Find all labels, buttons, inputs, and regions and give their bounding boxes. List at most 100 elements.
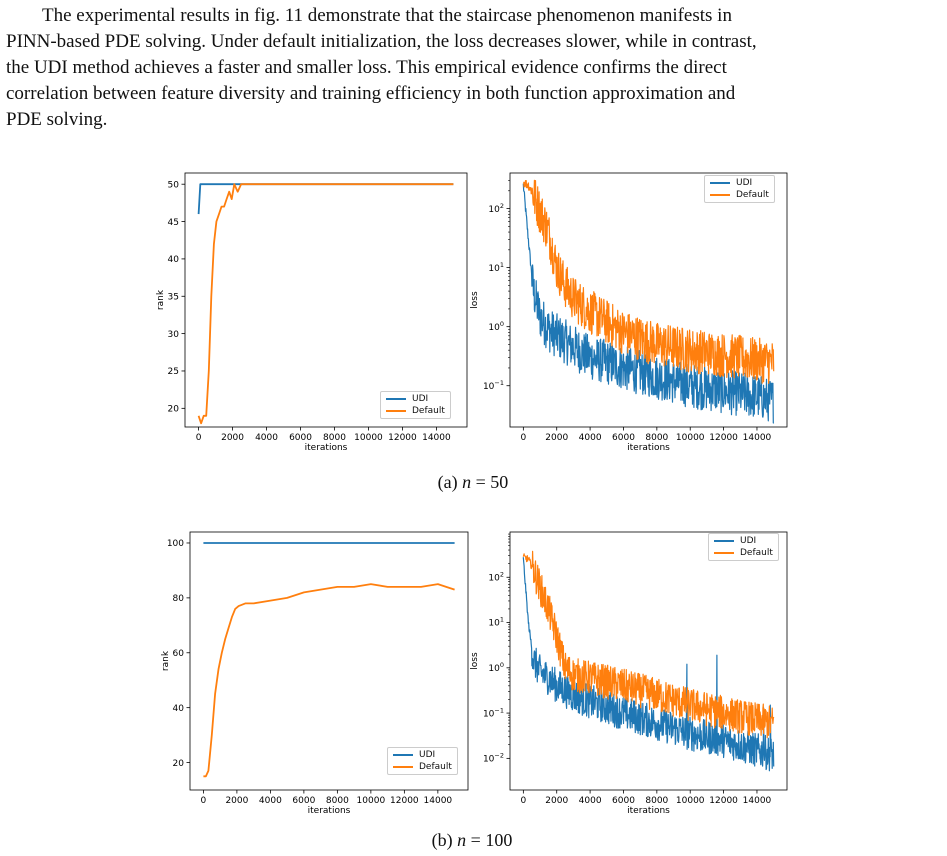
x-tick-label: 10000 [676,433,705,443]
y-tick-label: 101 [488,261,504,274]
legend-swatch-udi [393,754,413,756]
x-tick-label: 8000 [645,796,668,806]
x-tick-label: 4000 [259,796,282,806]
x-tick-label: 14000 [424,796,453,806]
x-tick-label: 12000 [390,796,419,806]
legend-label-udi: UDI [412,394,429,404]
legend-label-udi: UDI [740,536,757,546]
chart-svg: 0 2000 4000 6000 8000 10000 12000 14000 iteratio… [470,531,788,816]
y-tick-label: 40 [173,704,185,714]
x-axis-label: iterations [627,806,670,816]
y-tick-label: 80 [173,594,185,604]
y-tick-label: 10−2 [483,752,504,765]
y-tick-label: 25 [168,367,179,377]
x-tick-label: 8000 [326,796,349,806]
y-axis-label: loss [470,652,480,670]
caption-a: (a) n = 50 [323,472,623,493]
plot-frame [509,172,788,428]
y-tick-label: 50 [168,180,180,190]
caption-prefix: (a) [437,472,463,492]
loss-plot-n50: 0 2000 4000 6000 8000 10000 12000 14000 iteratio… [465,165,790,457]
x-tick-label: 6000 [612,796,635,806]
y-tick-label: 100 [488,661,504,674]
legend-swatch-default [393,766,413,768]
y-tick-label: 100 [167,539,184,549]
plot-frame [189,531,469,791]
x-axis-label: iterations [305,443,348,453]
x-axis-label: iterations [627,443,670,453]
chart-svg: 0 2000 4000 6000 8000 10000 12000 14000 iteratio… [161,531,469,816]
x-tick-label: 6000 [612,433,635,443]
legend-label-udi: UDI [419,750,436,760]
plot-frame [184,172,468,428]
caption-variable: n [457,830,467,850]
x-axis-label: iterations [308,806,351,816]
x-tick-label: 2000 [545,796,568,806]
x-tick-label: 12000 [388,433,417,443]
legend-swatch-udi [386,398,406,400]
legend-swatch-default [714,552,734,554]
legend-label-default: Default [412,406,445,416]
series-line-udi [522,183,775,424]
x-tick-label: 4000 [579,433,602,443]
y-tick-label: 100 [488,320,504,333]
y-tick-label: 60 [173,649,185,659]
x-tick-label: 0 [196,433,202,443]
x-tick-label: 10000 [354,433,383,443]
chart-svg: 0 2000 4000 6000 8000 10000 12000 14000 iteratio… [470,172,788,453]
x-tick-label: 10000 [676,796,705,806]
series-line-default [522,550,775,739]
legend: UDI Default [380,391,451,419]
paragraph-line: PINN-based PDE solving. Under default in… [6,31,757,52]
x-tick-label: 12000 [709,433,738,443]
y-axis-label: rank [156,289,166,310]
series-line-default [197,183,454,425]
rank-plot-n100: 0 2000 4000 6000 8000 10000 12000 14000 iteratio… [140,525,470,820]
x-tick-label: 8000 [323,433,346,443]
paragraph-line: the UDI method achieves a faster and sma… [6,57,727,78]
y-tick-label: 30 [168,330,180,340]
y-axis-label: rank [161,650,171,671]
paragraph-line: The experimental results in fig. 11 demo… [42,5,732,26]
x-tick-label: 0 [520,433,526,443]
legend-swatch-default [710,194,730,196]
series-line-default [523,179,775,384]
y-tick-label: 101 [488,616,504,629]
legend: UDI Default [387,747,458,775]
x-tick-label: 14000 [743,796,772,806]
y-tick-label: 10−1 [483,706,504,719]
legend-swatch-udi [714,540,734,542]
x-tick-label: 6000 [289,433,312,443]
y-tick-label: 45 [168,218,179,228]
y-tick-label: 10−1 [483,379,504,392]
x-tick-label: 10000 [357,796,386,806]
rank-plot-n50: 0 2000 4000 6000 8000 10000 12000 14000 iteratio… [140,165,470,457]
legend-swatch-default [386,410,406,412]
y-tick-label: 40 [168,255,180,265]
legend-swatch-udi [710,182,730,184]
paragraph-line: PDE solving. [6,109,108,130]
chart-svg: 0 2000 4000 6000 8000 10000 12000 14000 iteratio… [156,172,468,453]
y-axis-label: loss [470,291,480,309]
plot-frame [509,531,788,791]
series-line-default [203,583,455,778]
x-tick-label: 4000 [579,796,602,806]
caption-b: (b) n = 100 [322,830,622,851]
y-tick-label: 102 [488,202,504,215]
x-tick-label: 4000 [255,433,278,443]
y-tick-label: 20 [168,405,180,415]
caption-prefix: (b) [431,830,458,850]
legend: UDI Default [704,175,775,203]
y-tick-label: 102 [488,570,504,583]
x-tick-label: 2000 [545,433,568,443]
caption-variable: n [462,472,472,492]
x-tick-label: 6000 [292,796,315,806]
loss-plot-n100: 0 2000 4000 6000 8000 10000 12000 14000 iteratio… [465,525,790,820]
legend-label-default: Default [740,548,773,558]
x-tick-label: 2000 [225,796,248,806]
y-tick-label: 35 [168,292,179,302]
x-tick-label: 14000 [422,433,451,443]
body-paragraph: The experimental results in fig. 11 demo… [6,3,941,133]
x-tick-label: 12000 [709,796,738,806]
y-tick-label: 20 [173,759,185,769]
